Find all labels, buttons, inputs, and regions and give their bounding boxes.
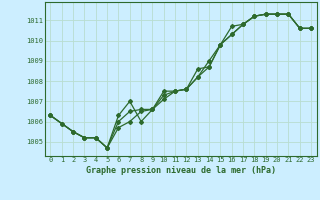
X-axis label: Graphe pression niveau de la mer (hPa): Graphe pression niveau de la mer (hPa) bbox=[86, 166, 276, 175]
